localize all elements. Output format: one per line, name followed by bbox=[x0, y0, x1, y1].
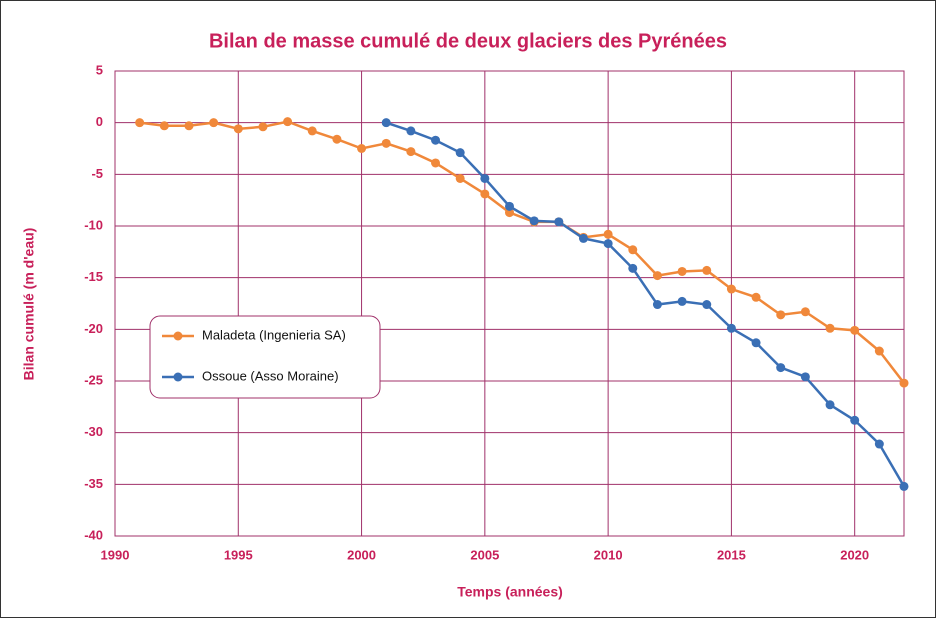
point bbox=[677, 296, 687, 306]
point bbox=[480, 173, 490, 183]
point bbox=[283, 117, 293, 127]
point bbox=[874, 439, 884, 449]
point bbox=[258, 122, 268, 132]
point bbox=[850, 325, 860, 335]
legend-label: Ossoue (Asso Moraine) bbox=[202, 368, 339, 383]
point bbox=[652, 300, 662, 310]
point bbox=[776, 363, 786, 373]
point bbox=[406, 126, 416, 136]
x-tick-label: 2015 bbox=[717, 547, 746, 562]
point bbox=[529, 216, 539, 226]
legend-marker bbox=[173, 372, 183, 382]
point bbox=[677, 266, 687, 276]
point bbox=[406, 147, 416, 157]
point bbox=[578, 233, 588, 243]
point bbox=[800, 372, 810, 382]
point bbox=[825, 400, 835, 410]
y-tick-label: -15 bbox=[84, 269, 103, 284]
point bbox=[628, 245, 638, 255]
point bbox=[899, 481, 909, 491]
point bbox=[233, 124, 243, 134]
x-tick-label: 2010 bbox=[594, 547, 623, 562]
x-tick-label: 1995 bbox=[224, 547, 253, 562]
point bbox=[825, 323, 835, 333]
point bbox=[455, 173, 465, 183]
y-tick-label: -25 bbox=[84, 372, 103, 387]
x-tick-label: 2005 bbox=[470, 547, 499, 562]
point bbox=[431, 158, 441, 168]
point bbox=[751, 338, 761, 348]
legend-label: Maladeta (Ingenieria SA) bbox=[202, 327, 346, 342]
x-axis-label: Temps (années) bbox=[457, 584, 563, 600]
point bbox=[726, 284, 736, 294]
point bbox=[702, 300, 712, 310]
x-tick-label: 1990 bbox=[101, 547, 130, 562]
point bbox=[800, 307, 810, 317]
point bbox=[431, 135, 441, 145]
series-line bbox=[385, 121, 906, 488]
point bbox=[209, 118, 219, 128]
y-tick-label: -10 bbox=[84, 217, 103, 232]
y-tick-label: 5 bbox=[96, 62, 103, 77]
point bbox=[381, 138, 391, 148]
point bbox=[554, 217, 564, 227]
point bbox=[850, 415, 860, 425]
y-tick-label: -20 bbox=[84, 321, 103, 336]
y-tick-label: -35 bbox=[84, 476, 103, 491]
point bbox=[874, 346, 884, 356]
point bbox=[159, 121, 169, 131]
x-tick-label: 2000 bbox=[347, 547, 376, 562]
point bbox=[726, 323, 736, 333]
y-tick-label: -5 bbox=[91, 166, 103, 181]
point bbox=[702, 265, 712, 275]
point bbox=[381, 118, 391, 128]
point bbox=[357, 144, 367, 153]
point bbox=[505, 201, 514, 211]
chart-title: Bilan de masse cumulé de deux glaciers d… bbox=[209, 30, 727, 52]
point bbox=[603, 239, 613, 249]
y-tick-label: -40 bbox=[84, 527, 103, 542]
point bbox=[776, 310, 786, 320]
point bbox=[628, 263, 638, 273]
point bbox=[455, 148, 465, 158]
point bbox=[332, 134, 342, 144]
point bbox=[480, 189, 490, 199]
y-tick-label: -30 bbox=[84, 424, 103, 439]
legend-marker bbox=[173, 331, 183, 341]
point bbox=[751, 292, 761, 302]
legend-box bbox=[149, 315, 381, 399]
point bbox=[307, 126, 317, 136]
y-tick-label: 0 bbox=[96, 114, 103, 129]
point bbox=[135, 118, 145, 128]
point bbox=[652, 271, 662, 281]
y-axis-label: Bilan cumulé (m d'eau) bbox=[21, 228, 37, 381]
point bbox=[899, 378, 909, 388]
point bbox=[505, 208, 514, 218]
point bbox=[603, 229, 613, 239]
x-tick-label: 2020 bbox=[840, 547, 869, 562]
point bbox=[184, 121, 194, 131]
plot-border bbox=[114, 70, 905, 537]
